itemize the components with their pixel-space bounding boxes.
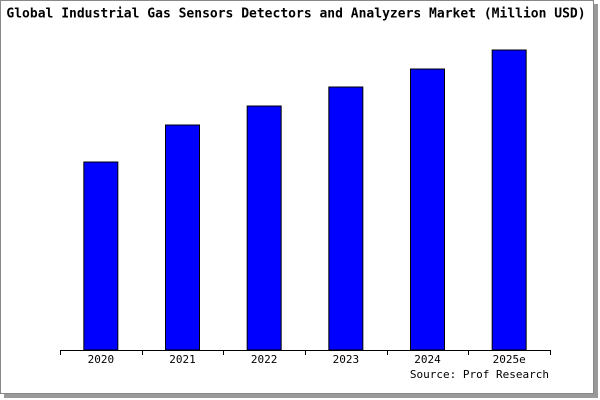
bar <box>246 105 282 351</box>
bar <box>328 86 364 351</box>
x-tick-label: 2020 <box>88 353 115 366</box>
x-tick-label: 2022 <box>251 353 278 366</box>
x-tick-label: 2025e <box>493 353 526 366</box>
chart-title: Global Industrial Gas Sensors Detectors … <box>6 7 585 22</box>
source-note: Source: Prof Research <box>410 368 549 381</box>
bar <box>410 68 445 351</box>
x-tick-label: 2023 <box>333 353 360 366</box>
x-tick-label: 2024 <box>414 353 441 366</box>
plot-area <box>60 48 550 350</box>
bar <box>83 161 119 351</box>
bar <box>491 49 527 351</box>
x-tick-label: 2021 <box>169 353 196 366</box>
bar <box>165 124 200 351</box>
